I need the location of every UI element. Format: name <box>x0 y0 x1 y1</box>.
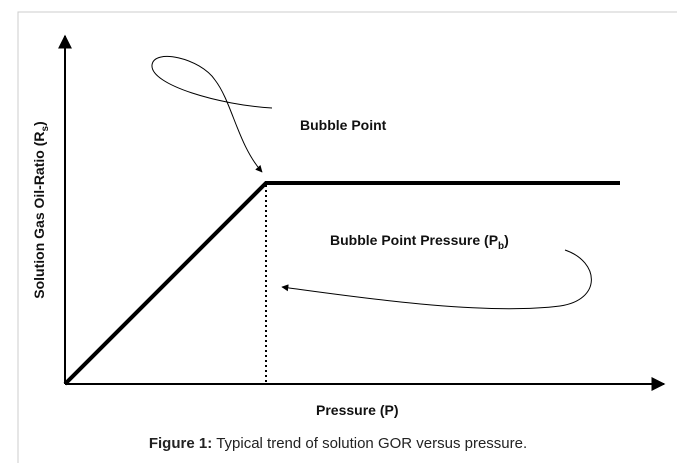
caption-label: Figure 1: <box>149 435 212 452</box>
caption-text: Typical trend of solution GOR versus pre… <box>216 435 527 452</box>
bp-label-text: Bubble Point Pressure (P <box>330 232 498 248</box>
y-label-text: Solution Gas Oil-Ratio (R <box>31 132 47 299</box>
trend-line <box>63 181 620 386</box>
bubble-pressure-label: Bubble Point Pressure (Pb) <box>330 232 509 252</box>
bubble-point-label: Bubble Point <box>300 117 387 133</box>
y-axis-label: Solution Gas Oil-Ratio (Rs) <box>31 121 51 298</box>
y-label-sub: s <box>40 126 51 132</box>
bubble-point-arrow <box>151 56 273 173</box>
bp-label-end: ) <box>504 232 509 248</box>
x-axis-label: Pressure (P) <box>316 402 398 418</box>
y-label-end: ) <box>31 121 47 126</box>
bp-label-sub: b <box>498 241 504 252</box>
pressure-arrow <box>281 249 592 310</box>
caption: Figure 1: Typical trend of solution GOR v… <box>149 435 527 452</box>
figure-border <box>17 11 677 463</box>
